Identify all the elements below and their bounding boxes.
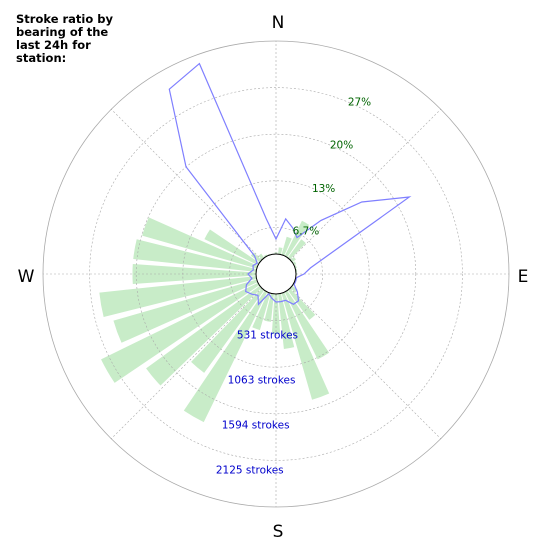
bar-bearing-300 <box>204 229 260 266</box>
bar-bearing-180 <box>271 293 281 335</box>
bar-bearing-320 <box>258 253 265 260</box>
bar-bearing-140 <box>287 288 316 320</box>
bar-bearing-260 <box>99 276 257 317</box>
bar-bearing-130 <box>290 285 298 293</box>
grid-ring-1 <box>229 227 323 321</box>
grid-spoke-135 <box>275 273 441 439</box>
bar-bearing-10 <box>278 247 283 255</box>
center-disc <box>255 253 297 295</box>
count-ring-label: 1594 strokes <box>222 419 290 431</box>
compass-north: N <box>272 13 285 33</box>
bar-bearing-280 <box>133 239 257 272</box>
count-ring-label: 531 strokes <box>237 330 298 342</box>
grid-ring-3 <box>135 133 417 415</box>
bar-bearing-160 <box>281 292 330 400</box>
bar-bearing-20 <box>281 236 292 256</box>
grid-ring-4 <box>89 87 463 461</box>
count-ring-label: 2125 strokes <box>216 464 284 476</box>
stroke-ratio-line <box>168 62 412 306</box>
bar-bearing-200 <box>252 292 271 331</box>
compass-west: W <box>18 267 35 287</box>
compass-south: S <box>273 522 284 542</box>
count-ring-label: 1063 strokes <box>228 375 296 387</box>
bar-bearing-70 <box>294 265 297 269</box>
bar-bearing-40 <box>287 239 306 260</box>
stroke-count-bars <box>99 217 330 423</box>
grid-spoke-315 <box>111 109 277 275</box>
bar-bearing-190 <box>264 293 274 322</box>
bar-bearing-250 <box>113 279 258 343</box>
ratio-ring-label: 6.7% <box>293 226 320 238</box>
bar-bearing-170 <box>278 293 295 349</box>
bar-bearing-210 <box>183 290 268 423</box>
ratio-ring-label: 27% <box>348 96 371 108</box>
ratio-ring-label: 13% <box>312 183 335 195</box>
bar-bearing-50 <box>290 256 296 263</box>
chart-title: Stroke ratio by bearing of the last 24h … <box>16 12 113 65</box>
compass-east: E <box>518 267 529 287</box>
bar-bearing-30 <box>284 220 310 258</box>
grid-spoke-225 <box>111 273 277 439</box>
grid-spoke-45 <box>275 109 441 275</box>
ratio-ring-label: 20% <box>330 140 353 152</box>
bar-bearing-290 <box>142 217 258 269</box>
bar-bearing-330 <box>263 254 268 258</box>
bar-bearing-230 <box>146 285 262 386</box>
polar-grid <box>42 40 510 508</box>
bar-bearing-240 <box>101 282 260 383</box>
bar-bearing-150 <box>284 290 330 360</box>
